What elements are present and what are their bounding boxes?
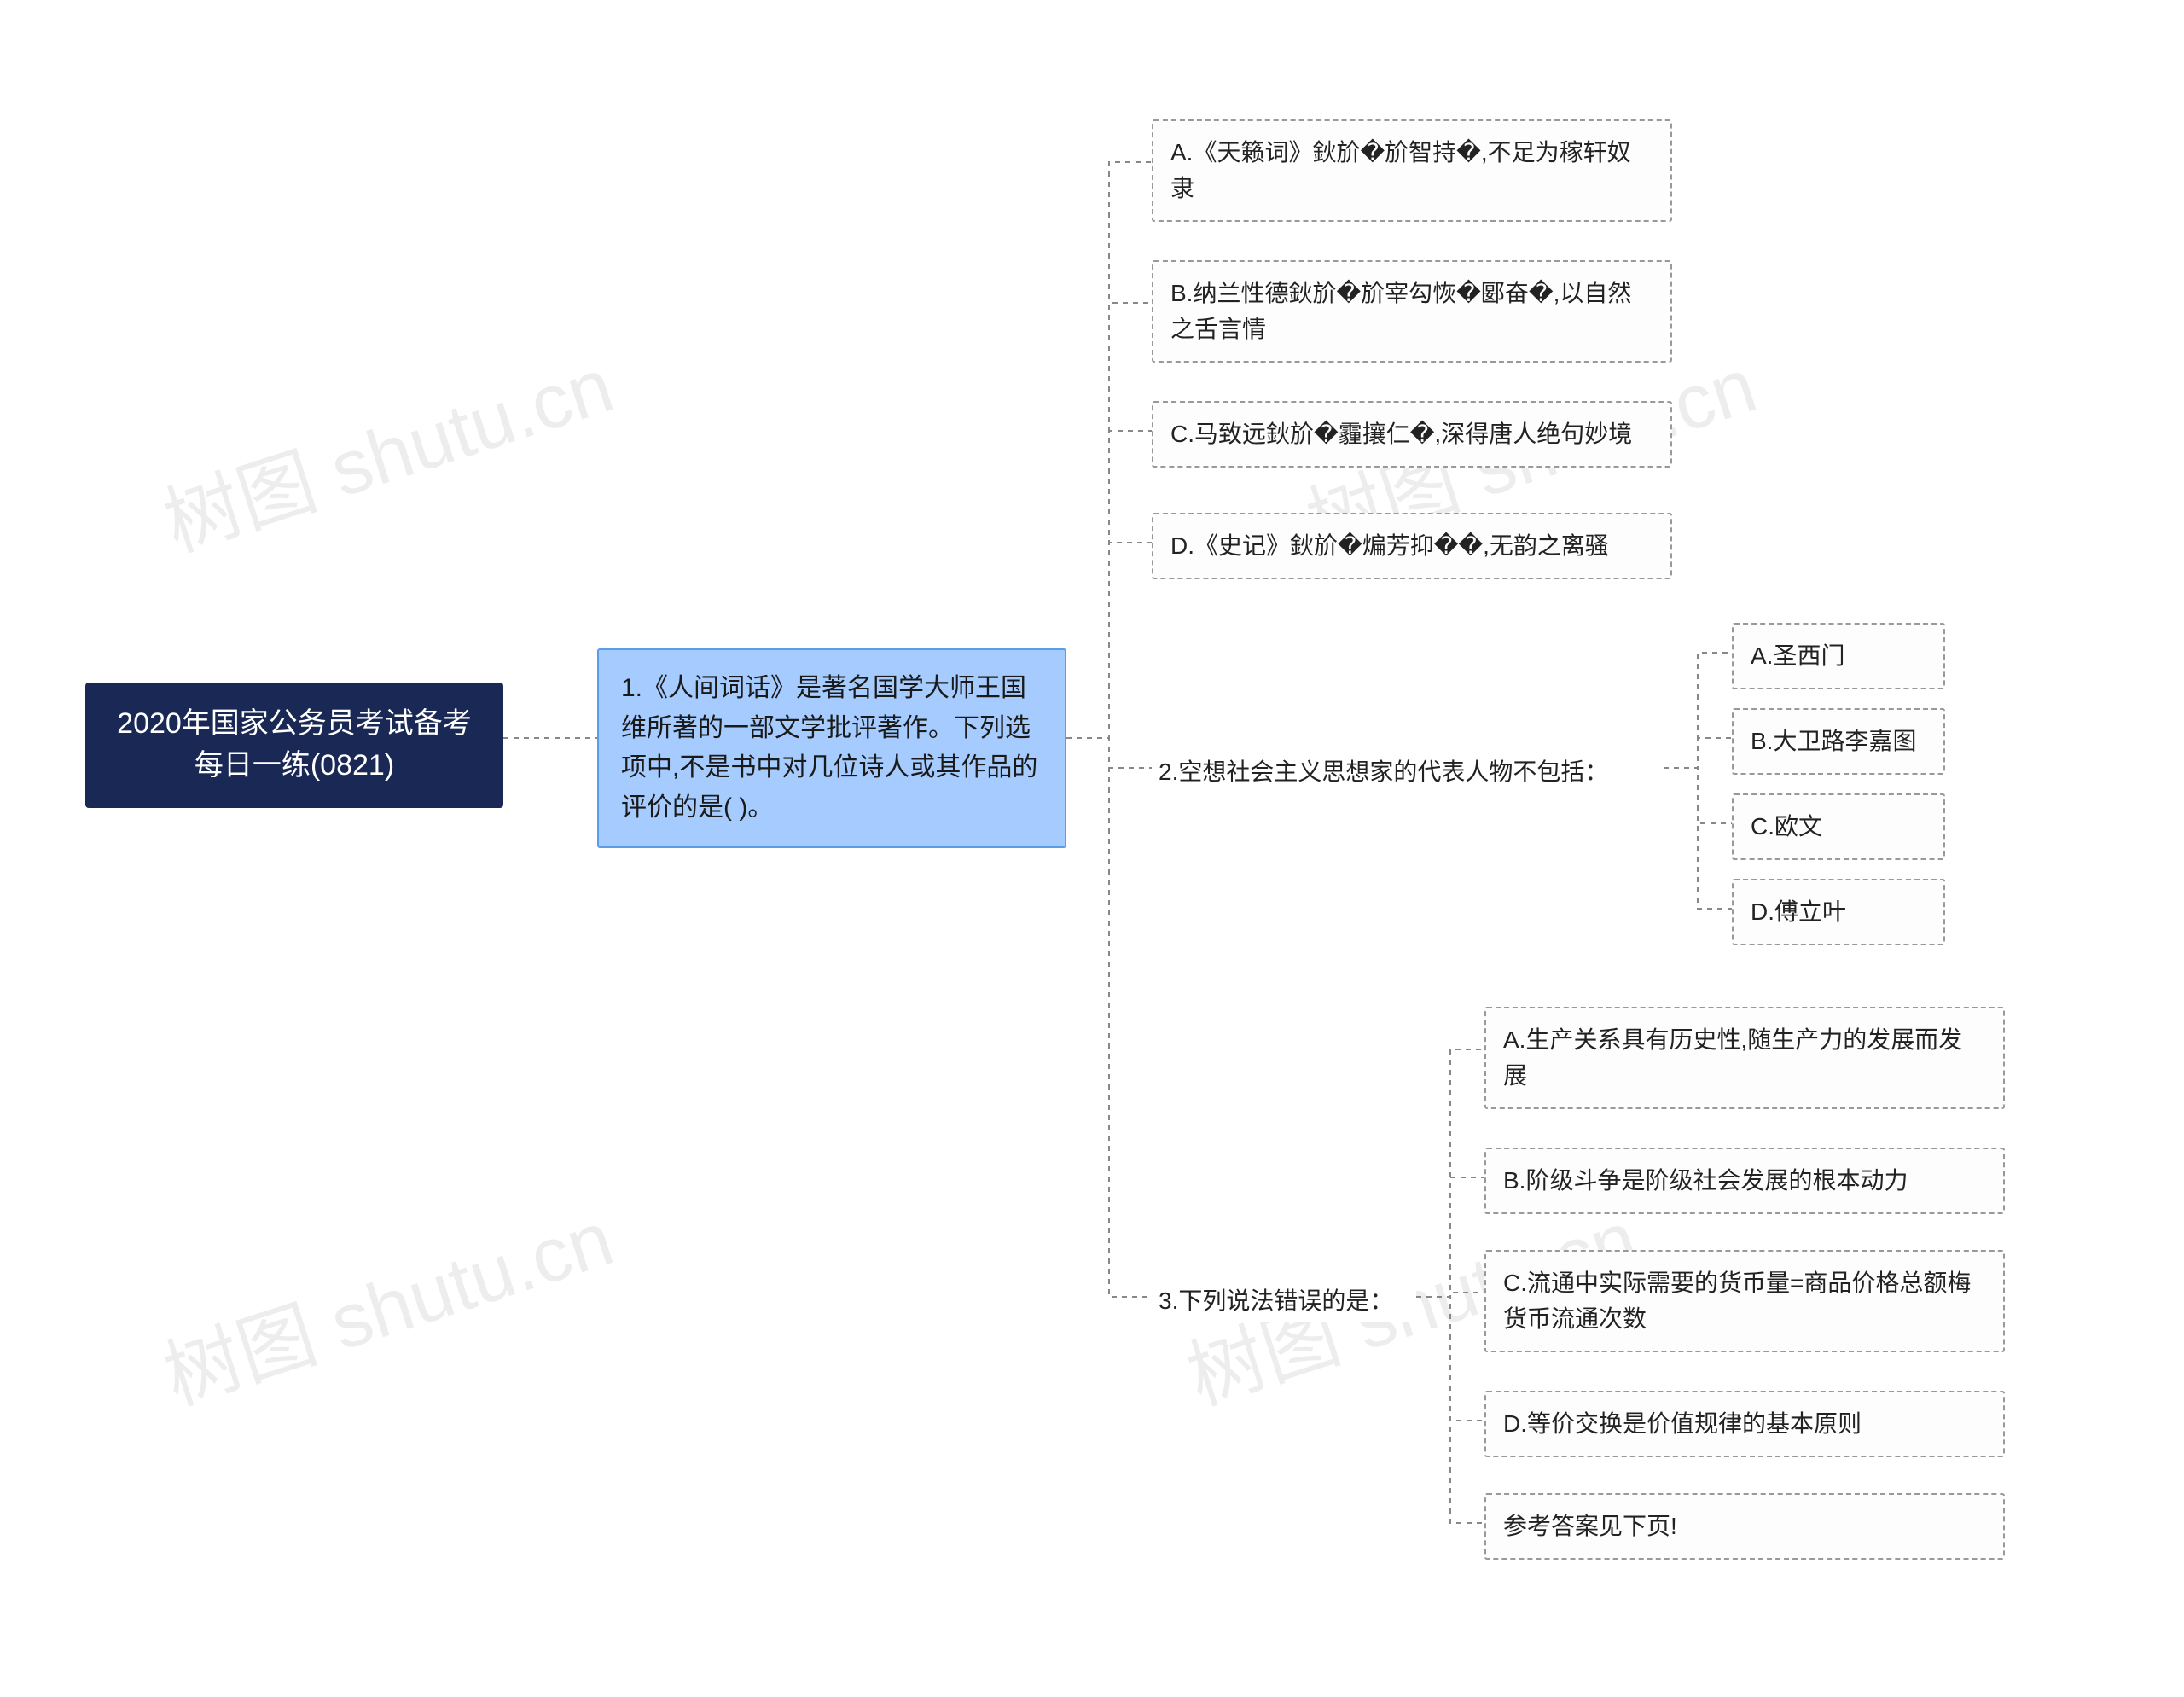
root-node: 2020年国家公务员考试备考每日一练(0821) <box>85 683 503 808</box>
question-2-label: 2.空想社会主义思想家的代表人物不包括： <box>1152 751 1664 793</box>
q3-option-a: A.生产关系具有历史性,随生产力的发展而发展 <box>1484 1007 2005 1109</box>
question-1-node: 1.《人间词话》是著名国学大师王国维所著的一部文学批评著作。下列选项中,不是书中… <box>597 648 1066 848</box>
q3-option-b: B.阶级斗争是阶级社会发展的根本动力 <box>1484 1148 2005 1214</box>
q1-option-c: C.马致远鈥斺�霾攘仁�,深得唐人绝句妙境 <box>1152 401 1672 468</box>
q1-option-b: B.纳兰性德鈥斺�斺宰勾恢�郾奋�,以自然之舌言情 <box>1152 260 1672 363</box>
watermark: 树图 shutu.cn <box>148 1177 624 1426</box>
q2-option-c: C.欧文 <box>1732 793 1945 860</box>
q3-option-c: C.流通中实际需要的货币量=商品价格总额梅货币流通次数 <box>1484 1250 2005 1352</box>
q1-option-a: A.《天籁词》鈥斺�斺智持�,不足为稼轩奴隶 <box>1152 119 1672 222</box>
q3-option-d: D.等价交换是价值规律的基本原则 <box>1484 1391 2005 1457</box>
mindmap-canvas: 树图 shutu.cn 树图 shutu.cn 树图 shutu.cn 树图 s… <box>0 0 2184 1697</box>
q3-answer-note: 参考答案见下页! <box>1484 1493 2005 1560</box>
q1-option-d: D.《史记》鈥斺�煸芳抑��,无韵之离骚 <box>1152 513 1672 579</box>
q2-option-d: D.傅立叶 <box>1732 879 1945 945</box>
question-3-label: 3.下列说法错误的是： <box>1152 1280 1416 1322</box>
q2-option-a: A.圣西门 <box>1732 623 1945 689</box>
watermark: 树图 shutu.cn <box>148 323 624 572</box>
q2-option-b: B.大卫路李嘉图 <box>1732 708 1945 775</box>
